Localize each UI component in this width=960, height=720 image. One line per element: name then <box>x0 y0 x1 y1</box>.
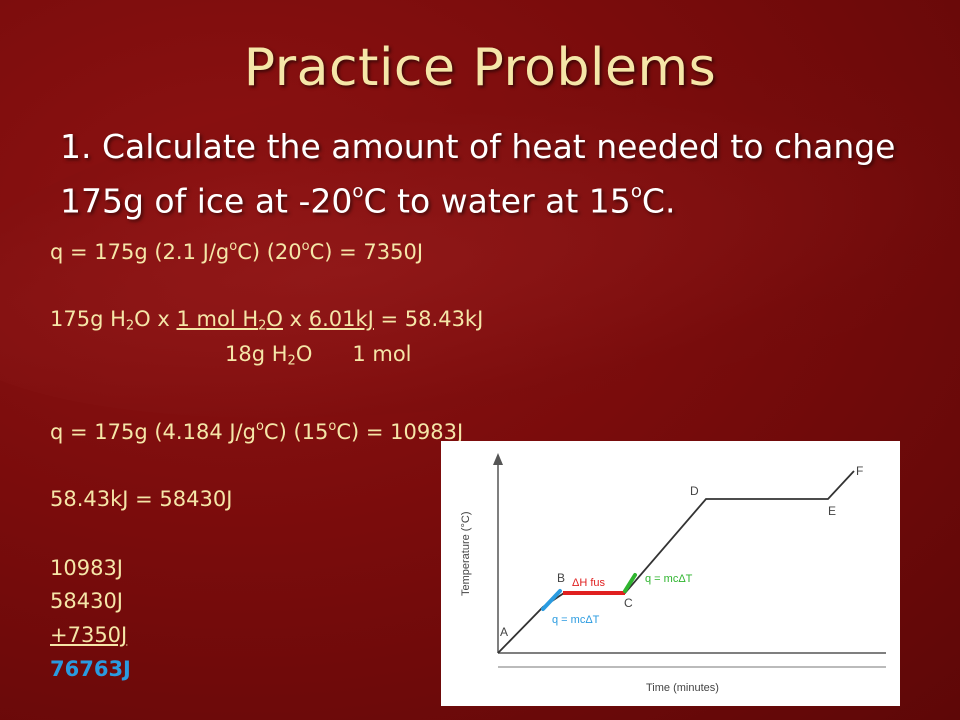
y-axis-arrow <box>493 453 503 465</box>
degree-sup-2: o <box>630 181 642 202</box>
question-text: 1. Calculate the amount of heat needed t… <box>60 124 920 223</box>
point-label-e: E <box>828 504 836 518</box>
degree-sup-1: o <box>352 181 364 202</box>
question-part-2: C to water at 15 <box>363 181 631 221</box>
work-line-unit-conversion: 58.43kJ = 58430J <box>50 487 233 511</box>
sum-value-3: +7350J <box>50 623 128 647</box>
annotation-dh-fus: ΔH fus <box>572 577 606 589</box>
point-label-f: F <box>856 464 863 478</box>
sum-value-2: 58430J <box>50 589 123 613</box>
point-label-a: A <box>500 625 508 639</box>
segment-c-highlight <box>623 573 637 593</box>
heating-curve-svg: A B C D E F ΔH fus q = mcΔT q = mcΔT Tem… <box>460 453 886 694</box>
point-label-d: D <box>690 484 699 498</box>
work-line-water-heat: q = 175g (4.184 J/goC) (15oC) = 10983J <box>50 419 464 445</box>
question-part-1: 1. Calculate the amount of heat needed t… <box>60 127 896 221</box>
x-axis-label: Time (minutes) <box>646 682 719 694</box>
question-part-3: C. <box>641 181 676 221</box>
annotation-q-lower: q = mcΔT <box>552 614 600 626</box>
underlined-kj-factor: 6.01kJ <box>308 307 374 331</box>
sum-value-1: 10983J <box>50 556 123 580</box>
sum-total: 76763J <box>50 657 131 681</box>
annotation-q-upper: q = mcΔT <box>645 573 693 585</box>
heating-curve-graph: A B C D E F ΔH fus q = mcΔT q = mcΔT Tem… <box>441 441 900 706</box>
work-line-denominators: 18g H2O 1 mol <box>225 342 412 369</box>
segment-ab-highlight <box>541 589 562 611</box>
y-axis-label: Temperature (°C) <box>460 512 472 596</box>
underlined-mol-factor: 1 mol H2O <box>176 307 283 334</box>
work-line-ice-heat: q = 175g (2.1 J/goC) (20oC) = 7350J <box>50 239 424 265</box>
point-label-b: B <box>557 571 565 585</box>
point-label-c: C <box>624 596 633 610</box>
slide-title: Practice Problems <box>243 38 717 98</box>
work-line-fusion-conversion: 175g H2O x 1 mol H2O x 6.01kJ = 58.43kJ <box>50 307 484 334</box>
